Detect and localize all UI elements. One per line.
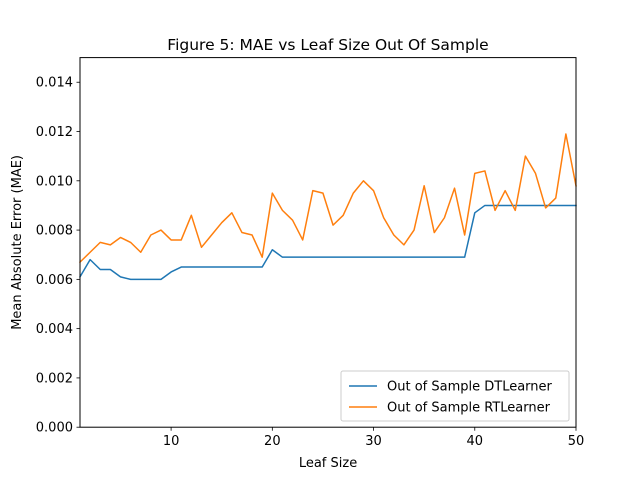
chart-title: Figure 5: MAE vs Leaf Size Out Of Sample — [167, 36, 488, 54]
plot-frame — [79, 57, 577, 428]
series-layer — [78, 133, 577, 281]
y-tick-label: 0.014 — [36, 76, 73, 91]
x-tick-label: 30 — [365, 434, 382, 449]
y-tick-label: 0.008 — [36, 224, 73, 239]
x-axis-label: Leaf Size — [299, 456, 357, 471]
legend: Out of Sample DTLearner Out of Sample RT… — [340, 370, 570, 422]
y-tick-label: 0.002 — [36, 371, 73, 386]
legend-box — [340, 370, 570, 422]
y-tick-label: 0.010 — [36, 174, 73, 189]
y-tick-label: 0.006 — [36, 273, 73, 288]
y-tick-label: 0.004 — [36, 322, 73, 337]
y-tick-label: 0.000 — [36, 421, 73, 436]
y-axis-ticks: 0.000 0.002 0.004 0.006 0.008 0.010 0.012 0.014 — [36, 76, 80, 436]
legend-label-dtlearner: Out of Sample DTLearner — [387, 380, 553, 395]
series-line-rtlearner — [78, 133, 577, 264]
x-tick-label: 50 — [568, 434, 585, 449]
y-axis-label: Mean Absolute Error (MAE) — [10, 155, 25, 330]
x-tick-label: 20 — [264, 434, 281, 449]
x-tick-label: 40 — [467, 434, 484, 449]
y-tick-label: 0.012 — [36, 125, 73, 140]
x-tick-label: 10 — [163, 434, 180, 449]
legend-label-rtlearner: Out of Sample RTLearner — [387, 401, 551, 416]
x-axis-ticks: 10 20 30 40 50 — [163, 427, 584, 449]
